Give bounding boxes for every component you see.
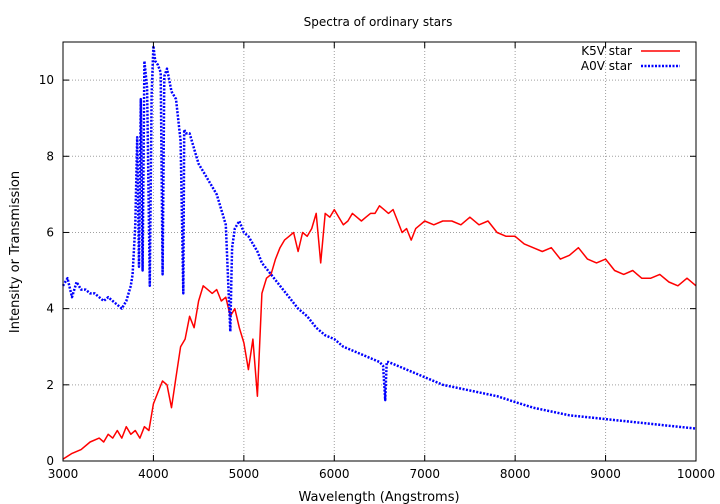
y-tick-label: 4 [46, 302, 54, 316]
y-tick-label: 2 [46, 378, 54, 392]
x-tick-label: 3000 [48, 467, 79, 481]
grid [63, 42, 696, 461]
series-line-0 [62, 205, 697, 460]
x-tick-label: 8000 [500, 467, 531, 481]
x-tick-label: 4000 [138, 467, 169, 481]
ticks: 3000 4000 5000 6000 7000 8000 9000 10000 0 2 4 6 8 10 [39, 42, 715, 481]
legend-label: A0V star [581, 59, 632, 73]
x-tick-label: 10000 [677, 467, 715, 481]
x-tick-label: 6000 [319, 467, 350, 481]
y-tick-label: 6 [46, 225, 54, 239]
x-tick-label: 5000 [229, 467, 260, 481]
y-tick-label: 10 [39, 73, 54, 87]
y-tick-label: 0 [46, 454, 54, 468]
x-axis-label: Wavelength (Angstroms) [298, 490, 459, 504]
chart-title: Spectra of ordinary stars [304, 15, 453, 29]
plot-frame [62, 41, 697, 462]
y-axis-label: Intensity or Transmission [8, 171, 23, 333]
x-tick-label: 7000 [409, 467, 440, 481]
y-tick-label: 8 [46, 149, 54, 163]
series-line-1 [61, 44, 697, 430]
series-layer [61, 44, 697, 460]
x-tick-label: 9000 [590, 467, 621, 481]
legend-label: K5V star [581, 44, 632, 58]
